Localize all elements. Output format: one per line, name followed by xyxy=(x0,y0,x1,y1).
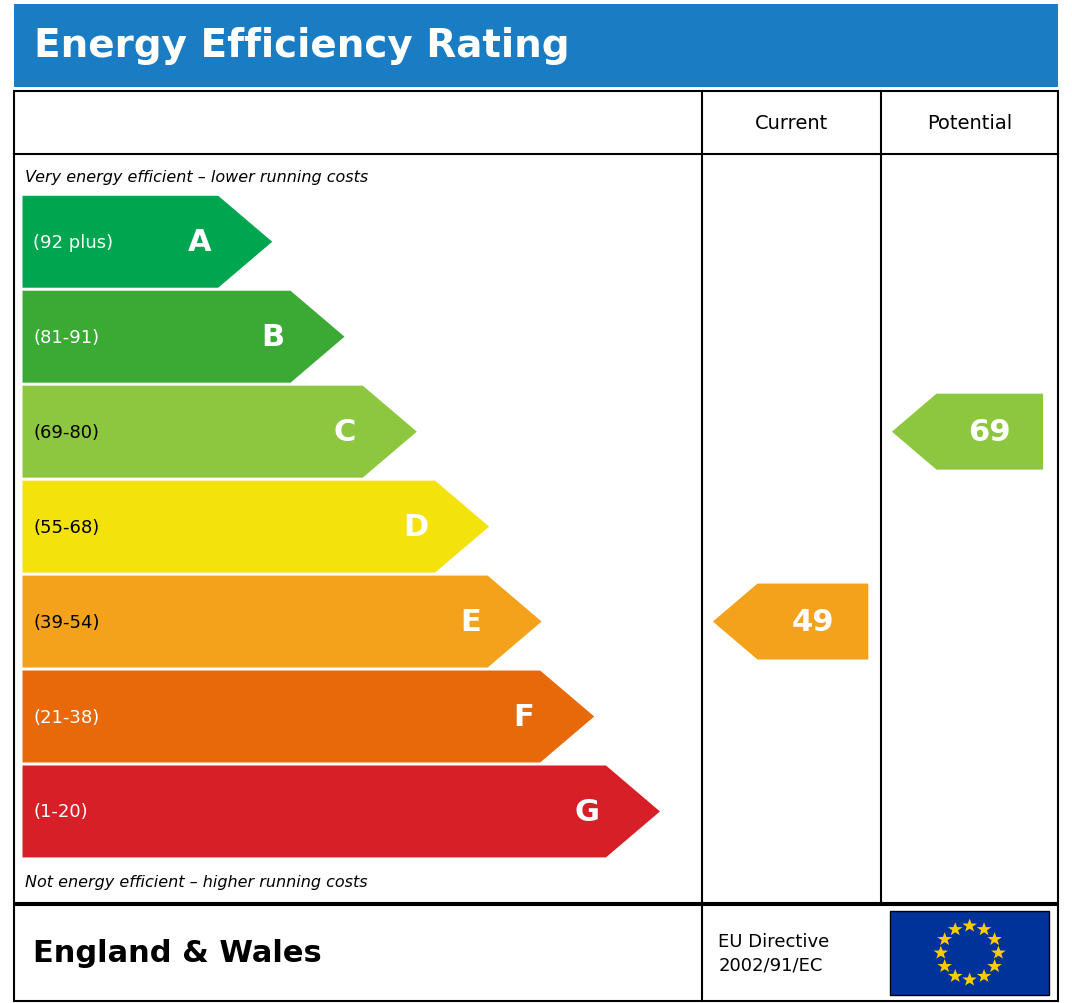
Polygon shape xyxy=(23,386,417,478)
Polygon shape xyxy=(23,481,489,573)
Text: F: F xyxy=(513,702,534,731)
Text: Very energy efficient – lower running costs: Very energy efficient – lower running co… xyxy=(25,171,368,185)
Text: 49: 49 xyxy=(791,608,834,637)
Text: Not energy efficient – higher running costs: Not energy efficient – higher running co… xyxy=(25,875,368,889)
Polygon shape xyxy=(987,932,1002,945)
Text: 69: 69 xyxy=(968,417,1011,446)
Polygon shape xyxy=(987,959,1002,972)
Polygon shape xyxy=(23,576,541,668)
Polygon shape xyxy=(937,932,952,945)
Polygon shape xyxy=(934,946,948,959)
Text: Energy Efficiency Rating: Energy Efficiency Rating xyxy=(34,27,570,65)
Polygon shape xyxy=(23,671,594,762)
Text: (55-68): (55-68) xyxy=(33,519,100,536)
Polygon shape xyxy=(977,969,992,982)
Polygon shape xyxy=(713,584,868,660)
Text: Current: Current xyxy=(755,114,829,132)
Text: B: B xyxy=(260,323,284,352)
Polygon shape xyxy=(23,765,660,858)
Polygon shape xyxy=(948,923,963,935)
Text: C: C xyxy=(334,417,356,446)
Bar xyxy=(890,911,1049,995)
Polygon shape xyxy=(992,946,1006,959)
Polygon shape xyxy=(963,919,977,932)
Text: Potential: Potential xyxy=(927,114,1012,132)
Text: EU Directive
2002/91/EC: EU Directive 2002/91/EC xyxy=(718,932,830,974)
Bar xyxy=(14,92,1058,903)
Text: G: G xyxy=(575,797,599,826)
Text: (21-38): (21-38) xyxy=(33,708,100,726)
Polygon shape xyxy=(948,969,963,982)
Bar xyxy=(14,5,1058,88)
Polygon shape xyxy=(977,923,992,935)
Text: E: E xyxy=(461,608,481,637)
Text: (1-20): (1-20) xyxy=(33,802,88,820)
Bar xyxy=(14,905,1058,1001)
Polygon shape xyxy=(23,292,344,383)
Text: (69-80): (69-80) xyxy=(33,423,100,441)
Polygon shape xyxy=(937,959,952,972)
Text: (39-54): (39-54) xyxy=(33,613,100,631)
Text: (92 plus): (92 plus) xyxy=(33,234,114,252)
Polygon shape xyxy=(23,197,272,289)
Text: (81-91): (81-91) xyxy=(33,328,100,346)
Polygon shape xyxy=(892,394,1043,470)
Text: England & Wales: England & Wales xyxy=(33,939,322,967)
Text: A: A xyxy=(189,228,212,257)
Text: D: D xyxy=(403,513,429,542)
Polygon shape xyxy=(963,973,977,986)
